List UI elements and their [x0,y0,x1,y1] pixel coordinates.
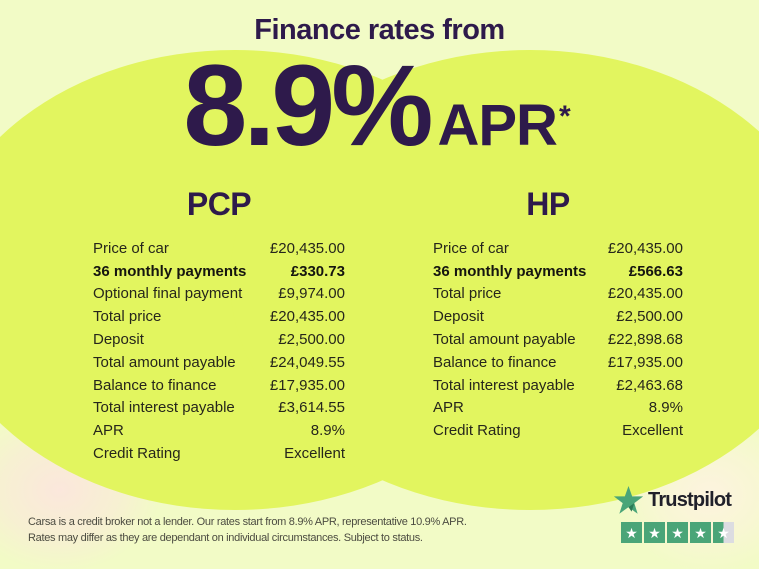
hp-finance-table: Price of car £20,435.00 36 monthly paymen… [433,237,683,442]
banner-title: Finance rates from [254,14,505,46]
star-box-2: ★ [644,522,665,543]
table-row: Total amount payable £22,898.68 [433,331,683,349]
pcp-column-header: PCP [186,186,252,222]
table-row: Credit Rating Excellent [93,445,345,463]
table-row: Price of car £20,435.00 [433,239,683,257]
star-box-5-half: ★ [713,522,734,543]
table-row: Balance to finance £17,935.00 [93,376,345,394]
table-row: Total price £20,435.00 [93,308,345,326]
star-box-3: ★ [667,522,688,543]
asterisk-note-marker: * [558,100,571,134]
trustpilot-brand-name: Trustpilot [648,489,732,511]
hp-column-header: HP [526,186,570,222]
table-row: Total price £20,435.00 [433,285,683,303]
table-row: Optional final payment £9,974.00 [93,285,345,303]
trustpilot-rating-stars: ★ ★ ★ ★ ★ [621,522,734,543]
disclaimer-line-2: Rates may differ as they are dependant o… [28,531,423,544]
table-row: Total interest payable £3,614.55 [93,399,345,417]
legal-disclaimer: Carsa is a credit broker not a lender. O… [28,515,467,546]
table-row: Total amount payable £24,049.55 [93,353,345,371]
rate-suffix: APR* [437,92,571,159]
table-row: Balance to finance £17,935.00 [433,353,683,371]
table-row: Price of car £20,435.00 [93,239,345,257]
rate-value: 8.9% [183,42,433,170]
headline-rate: 8.9% APR* [0,46,753,167]
pcp-finance-table: Price of car £20,435.00 36 monthly paymen… [93,237,345,465]
apr-label: APR [437,93,557,158]
trustpilot-logo: Trustpilot [613,486,732,515]
star-box-1: ★ [621,522,642,543]
table-row: 36 monthly payments £330.73 [93,262,345,280]
green-circle-right [230,50,759,510]
star-box-4: ★ [690,522,711,543]
table-row: Deposit £2,500.00 [433,308,683,326]
table-row: Deposit £2,500.00 [93,331,345,349]
table-row: 36 monthly payments £566.63 [433,262,683,280]
table-row: APR 8.9% [93,422,345,440]
trustpilot-star-icon [613,486,644,514]
table-row: Total interest payable £2,463.68 [433,376,683,394]
table-row: APR 8.9% [433,399,683,417]
table-row: Credit Rating Excellent [433,422,683,440]
disclaimer-line-1: Carsa is a credit broker not a lender. O… [28,516,467,528]
